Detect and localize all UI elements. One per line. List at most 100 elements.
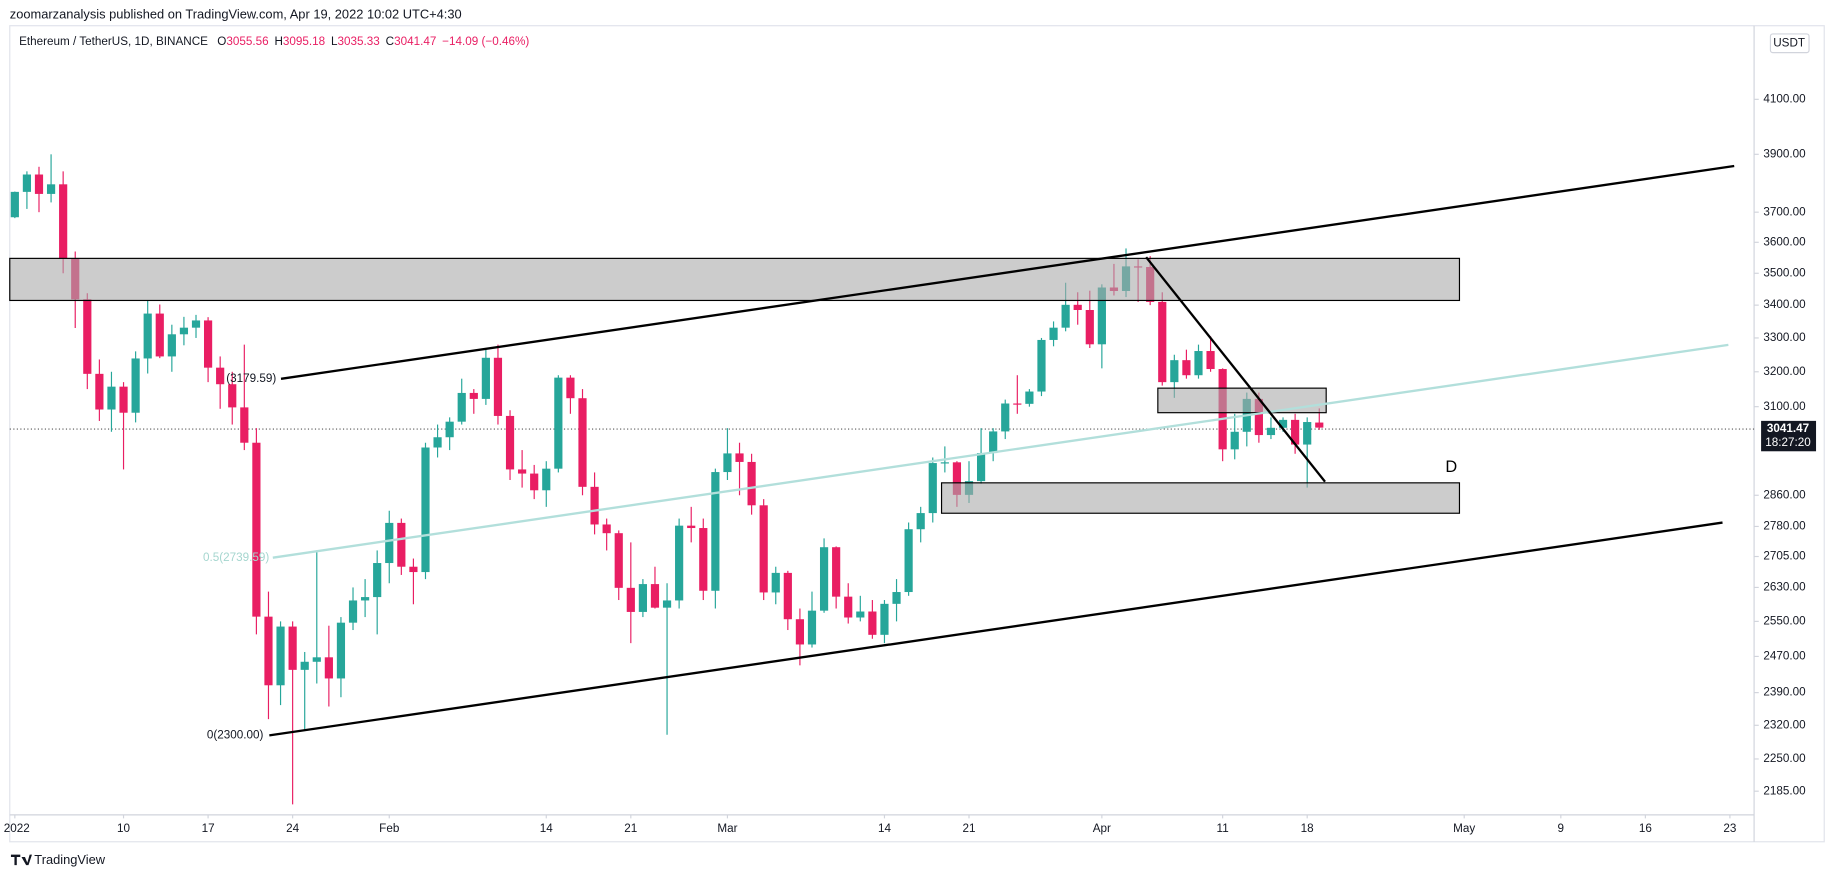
logo-mark (10, 854, 32, 866)
h-value: 3095.18 (283, 35, 325, 48)
candle-body (614, 533, 623, 588)
x-tick-label: 9 (1558, 822, 1565, 835)
candle-body (554, 377, 563, 469)
candle-body (1073, 304, 1082, 310)
candle-body (868, 611, 877, 635)
y-tick-label: 3500.00 (1763, 266, 1806, 279)
candle-body (288, 626, 297, 670)
candle-body (46, 184, 56, 194)
candle-body (1291, 419, 1300, 445)
pattern-label: D (1445, 458, 1457, 476)
candle-body (687, 525, 696, 529)
candle-body (819, 547, 829, 611)
candle-body (928, 463, 937, 514)
candle-body (433, 437, 442, 448)
candle-body (505, 415, 515, 470)
brand: TradingView (34, 852, 105, 867)
candle-body (904, 529, 913, 593)
resistance-zone (9, 257, 1461, 302)
candle-body (348, 600, 358, 623)
candle-body (131, 358, 140, 413)
candle-body (590, 486, 599, 525)
candle-body (952, 462, 962, 495)
header-ohlc: Ethereum / TetherUS, 1D, BINANCE O3055.56… (19, 35, 529, 48)
candle-body (336, 622, 346, 679)
x-tick-label: 10 (117, 822, 131, 835)
candle-body (191, 320, 201, 328)
candle-body (747, 461, 756, 506)
price-label: 3041.47 (1767, 422, 1809, 435)
x-tick-label: 16 (1639, 822, 1652, 835)
candle-body (807, 610, 817, 645)
fib-label-bottom: 0(2300.00) (207, 728, 264, 741)
candle-body (566, 377, 575, 399)
candle-body (143, 313, 152, 359)
price-label-box (1761, 420, 1817, 452)
candle-body (1315, 422, 1324, 428)
y-tick-label: 3900.00 (1763, 147, 1806, 160)
change: −14.09 (−0.46%) (442, 35, 529, 48)
candle-body (602, 524, 611, 534)
candle-body (675, 525, 684, 601)
candle-body (167, 334, 176, 357)
currency-box[interactable] (1769, 33, 1810, 54)
candle-body (1278, 419, 1288, 428)
candle-body (469, 392, 478, 399)
candle-body (228, 384, 237, 408)
candle-body (578, 398, 587, 487)
y-tick-label: 3200.00 (1763, 365, 1806, 378)
candle-body (783, 572, 792, 620)
y-tick-label: 2780.00 (1763, 520, 1806, 533)
x-tick-label: 17 (202, 822, 215, 835)
candle-body (203, 320, 213, 368)
candle-body (1303, 422, 1312, 445)
candle-body (892, 592, 901, 604)
candle-body (1266, 427, 1276, 436)
candle-body (252, 442, 261, 617)
x-tick-label: Mar (717, 822, 737, 835)
y-tick-label: 2550.00 (1763, 614, 1806, 627)
candle-body (216, 367, 225, 385)
candle-body (542, 468, 551, 491)
candle-body (626, 587, 635, 612)
candle-body (880, 603, 889, 635)
y-tick-label: 3400.00 (1763, 298, 1806, 311)
candle-body (95, 373, 104, 410)
candle-body (832, 547, 841, 597)
drawings: (3179.59) 0.5(2739.59) 0(2300.00) D (9, 164, 1735, 741)
c-value: 3041.47 (394, 35, 436, 48)
support-zone (940, 482, 1461, 514)
fib-mid-line (272, 343, 1729, 559)
candle-body (711, 472, 720, 591)
candle-body (1194, 351, 1203, 376)
l-label: L (331, 35, 338, 48)
candle-body (409, 566, 418, 573)
candle-body (1013, 403, 1022, 405)
candle-body (1230, 431, 1239, 450)
x-tick-label: 23 (1723, 822, 1736, 835)
candle-body (445, 421, 454, 438)
y-tick-label: 3700.00 (1763, 205, 1806, 218)
candle-body (940, 462, 949, 464)
candle-body (759, 505, 768, 593)
candle-body (735, 453, 744, 462)
candle-body (1254, 398, 1263, 436)
candle-body (650, 584, 660, 608)
symbol-title: Ethereum / TetherUS, 1D, BINANCE (19, 35, 208, 48)
l-value: 3035.33 (338, 35, 380, 48)
candle-body (493, 357, 503, 416)
y-tick-label: 2630.00 (1763, 581, 1806, 594)
y-tick-label: 4100.00 (1763, 92, 1806, 105)
footer-logo (10, 854, 32, 866)
candle-body (989, 431, 998, 454)
candle-body (771, 572, 780, 593)
channel-bottom (269, 521, 1723, 737)
down-trendline (1145, 256, 1326, 483)
candle-body (795, 619, 805, 645)
h-label: H (274, 35, 282, 48)
candle-body (1085, 309, 1094, 345)
y-tick-label: 2390.00 (1763, 686, 1806, 699)
y-tick-label: 2185.00 (1763, 784, 1806, 797)
currency: USDT (1773, 36, 1805, 49)
